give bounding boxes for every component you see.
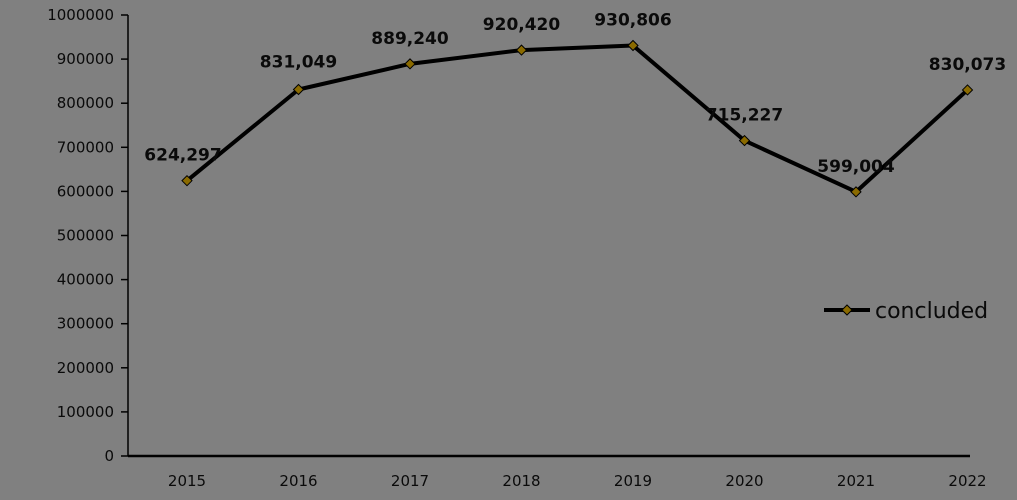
- data-label: 599,004: [817, 157, 895, 177]
- x-axis: 2015 2016 2017 2018 2019 2020 2021 2022: [128, 454, 987, 490]
- data-label: 715,227: [706, 106, 783, 126]
- y-tick-label: 600000: [57, 182, 114, 200]
- legend-label: concluded: [875, 299, 988, 324]
- x-tick-label: 2020: [725, 472, 763, 490]
- data-label: 930,806: [594, 11, 671, 31]
- y-tick-label: 0: [104, 447, 114, 465]
- y-axis: 0 100000 200000 300000 400000 500000 600000 700…: [47, 6, 129, 465]
- data-point: [404, 58, 416, 70]
- data-point: [181, 174, 193, 187]
- data-label: 920,420: [483, 15, 561, 35]
- x-tick-label: 2021: [837, 472, 875, 490]
- x-tick-label: 2018: [502, 472, 540, 490]
- data-point: [515, 44, 528, 56]
- data-label: 624,297: [144, 146, 221, 166]
- y-tick-label: 500000: [57, 227, 114, 245]
- legend-marker: [841, 304, 853, 316]
- y-tick-label: 700000: [57, 138, 114, 156]
- data-label: 831,049: [260, 53, 337, 73]
- data-point: [961, 84, 974, 96]
- x-tick-label: 2017: [391, 472, 429, 490]
- y-tick-label: 800000: [57, 94, 114, 112]
- y-tick-label: 300000: [57, 315, 114, 333]
- y-tick-label: 900000: [57, 50, 114, 68]
- legend: concluded: [824, 299, 988, 324]
- series-line: [185, 43, 969, 194]
- x-tick-label: 2019: [614, 472, 652, 490]
- data-point: [850, 186, 862, 198]
- x-tick-label: 2015: [168, 472, 206, 490]
- data-point: [292, 83, 305, 96]
- data-label: 889,240: [371, 29, 449, 49]
- data-point: [738, 134, 751, 147]
- x-tick-label: 2016: [279, 472, 317, 490]
- y-tick-label: 100000: [57, 403, 114, 421]
- data-point: [627, 39, 639, 52]
- data-label: 830,073: [929, 55, 1006, 75]
- x-tick-label: 2022: [948, 472, 986, 490]
- y-tick-label: 200000: [57, 359, 114, 377]
- y-tick-label: 1000000: [47, 6, 114, 24]
- y-tick-label: 400000: [57, 271, 114, 289]
- series-concluded: 624,297 831,049 889,240 920,420 930,806 715,2…: [144, 11, 1006, 198]
